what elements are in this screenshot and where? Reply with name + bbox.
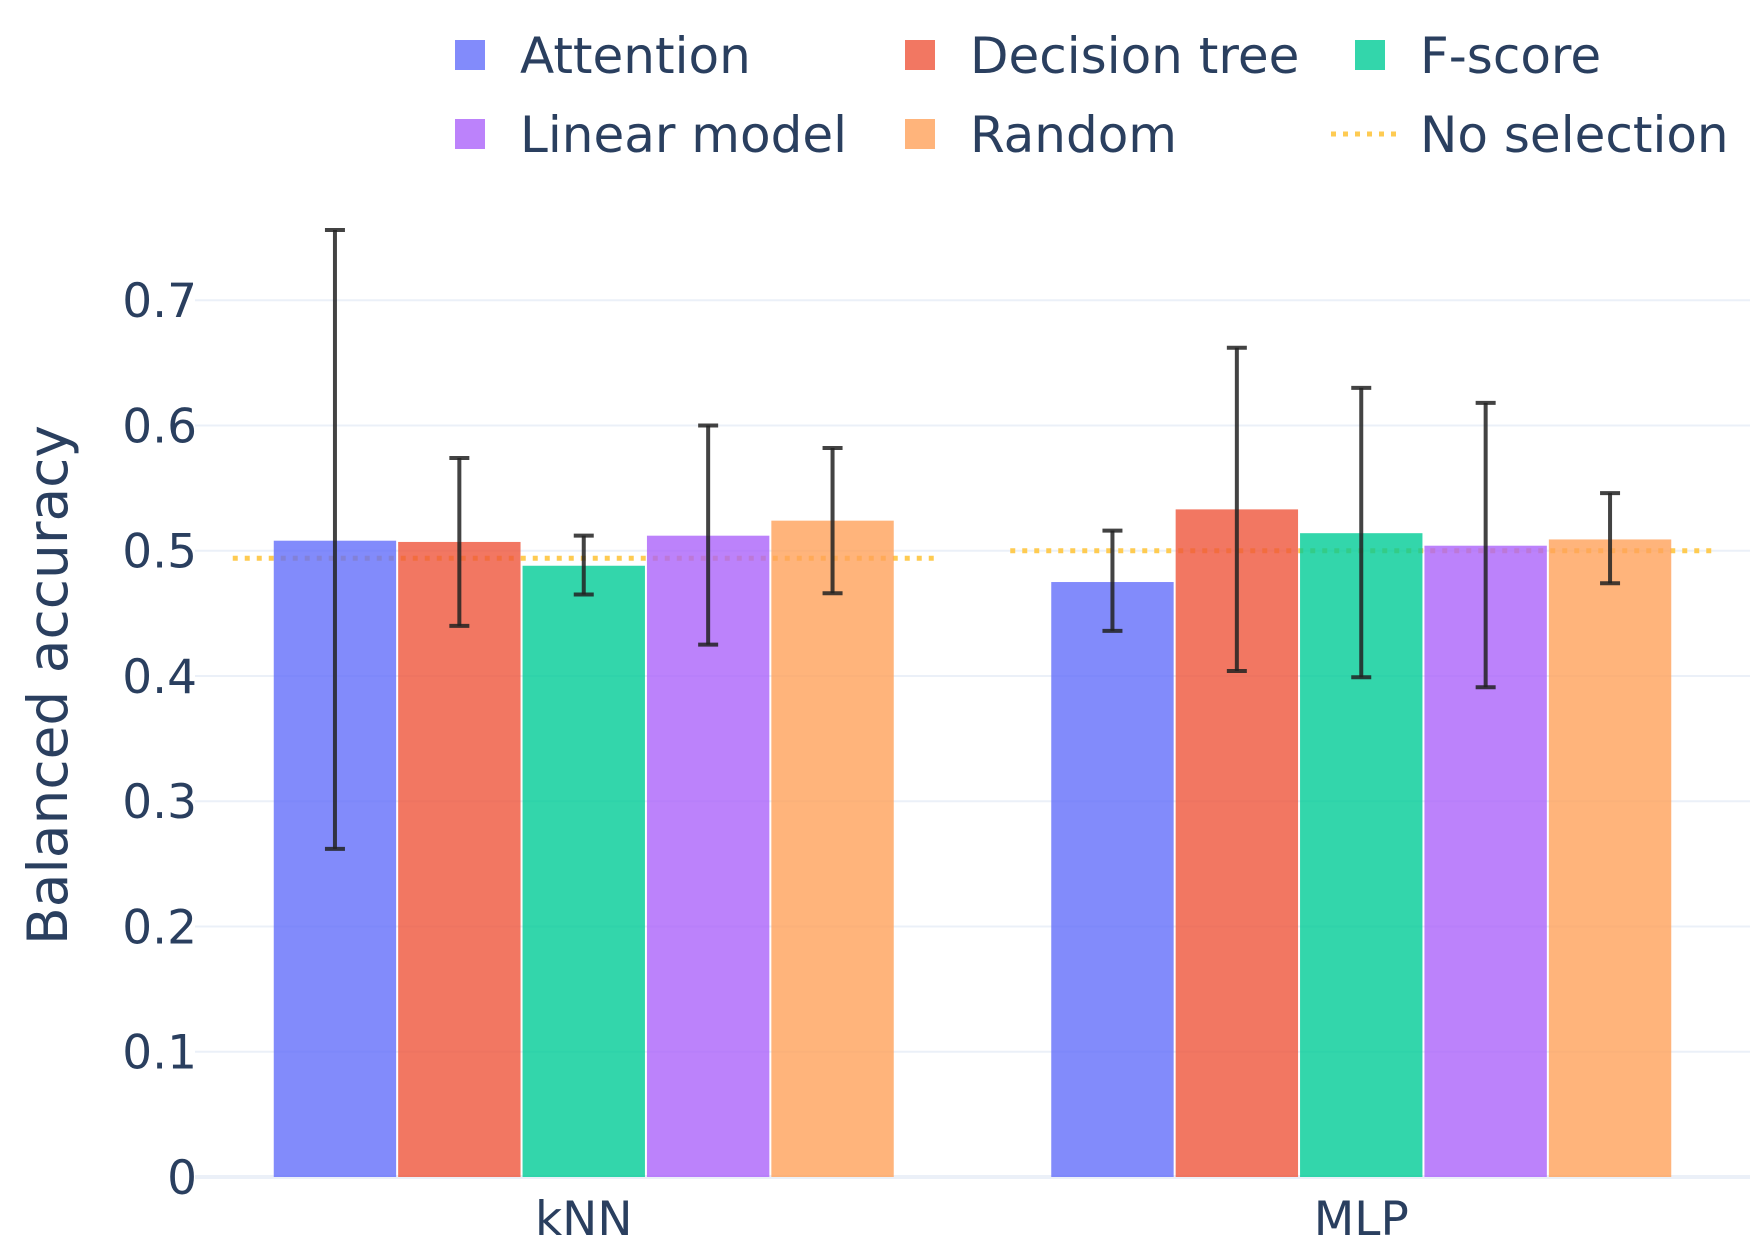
y-tick-label: 0.4 <box>122 650 197 705</box>
x-tick-label: MLP <box>1314 1192 1409 1247</box>
legend-label: Attention <box>520 27 751 85</box>
x-tick-label: kNN <box>535 1192 633 1247</box>
y-tick-label: 0.3 <box>122 775 197 830</box>
y-axis-title: Balanced accuracy <box>16 425 80 945</box>
legend-label: No selection <box>1420 106 1729 164</box>
y-tick-label: 0.2 <box>122 900 197 955</box>
legend-swatch <box>905 119 935 149</box>
bar <box>771 520 894 1177</box>
y-tick-label: 0.7 <box>122 274 197 329</box>
y-tick-label: 0.1 <box>122 1026 197 1081</box>
bars <box>273 509 1672 1178</box>
legend-label: F-score <box>1420 27 1601 85</box>
bar <box>1051 582 1174 1177</box>
legend-swatch <box>905 40 935 70</box>
y-tick-label: 0.6 <box>122 399 197 454</box>
y-tick-label: 0.5 <box>122 525 197 580</box>
axes: 0 0.1 0.2 0.3 0.4 0.5 0.6 0.7 Balanced accuracy k… <box>16 274 1409 1247</box>
bar <box>1548 539 1672 1177</box>
legend-swatch <box>455 119 485 149</box>
legend: Attention Decision tree F-score Linear mode… <box>455 27 1729 164</box>
bar <box>522 565 645 1177</box>
y-tick-label: 0 <box>167 1151 197 1206</box>
error-bars <box>324 228 1621 851</box>
legend-label: Linear model <box>520 106 847 164</box>
legend-swatch <box>1355 40 1385 70</box>
bar <box>398 541 521 1177</box>
legend-label: Decision tree <box>970 27 1299 85</box>
legend-label: Random <box>970 106 1177 164</box>
legend-swatch <box>455 40 485 70</box>
